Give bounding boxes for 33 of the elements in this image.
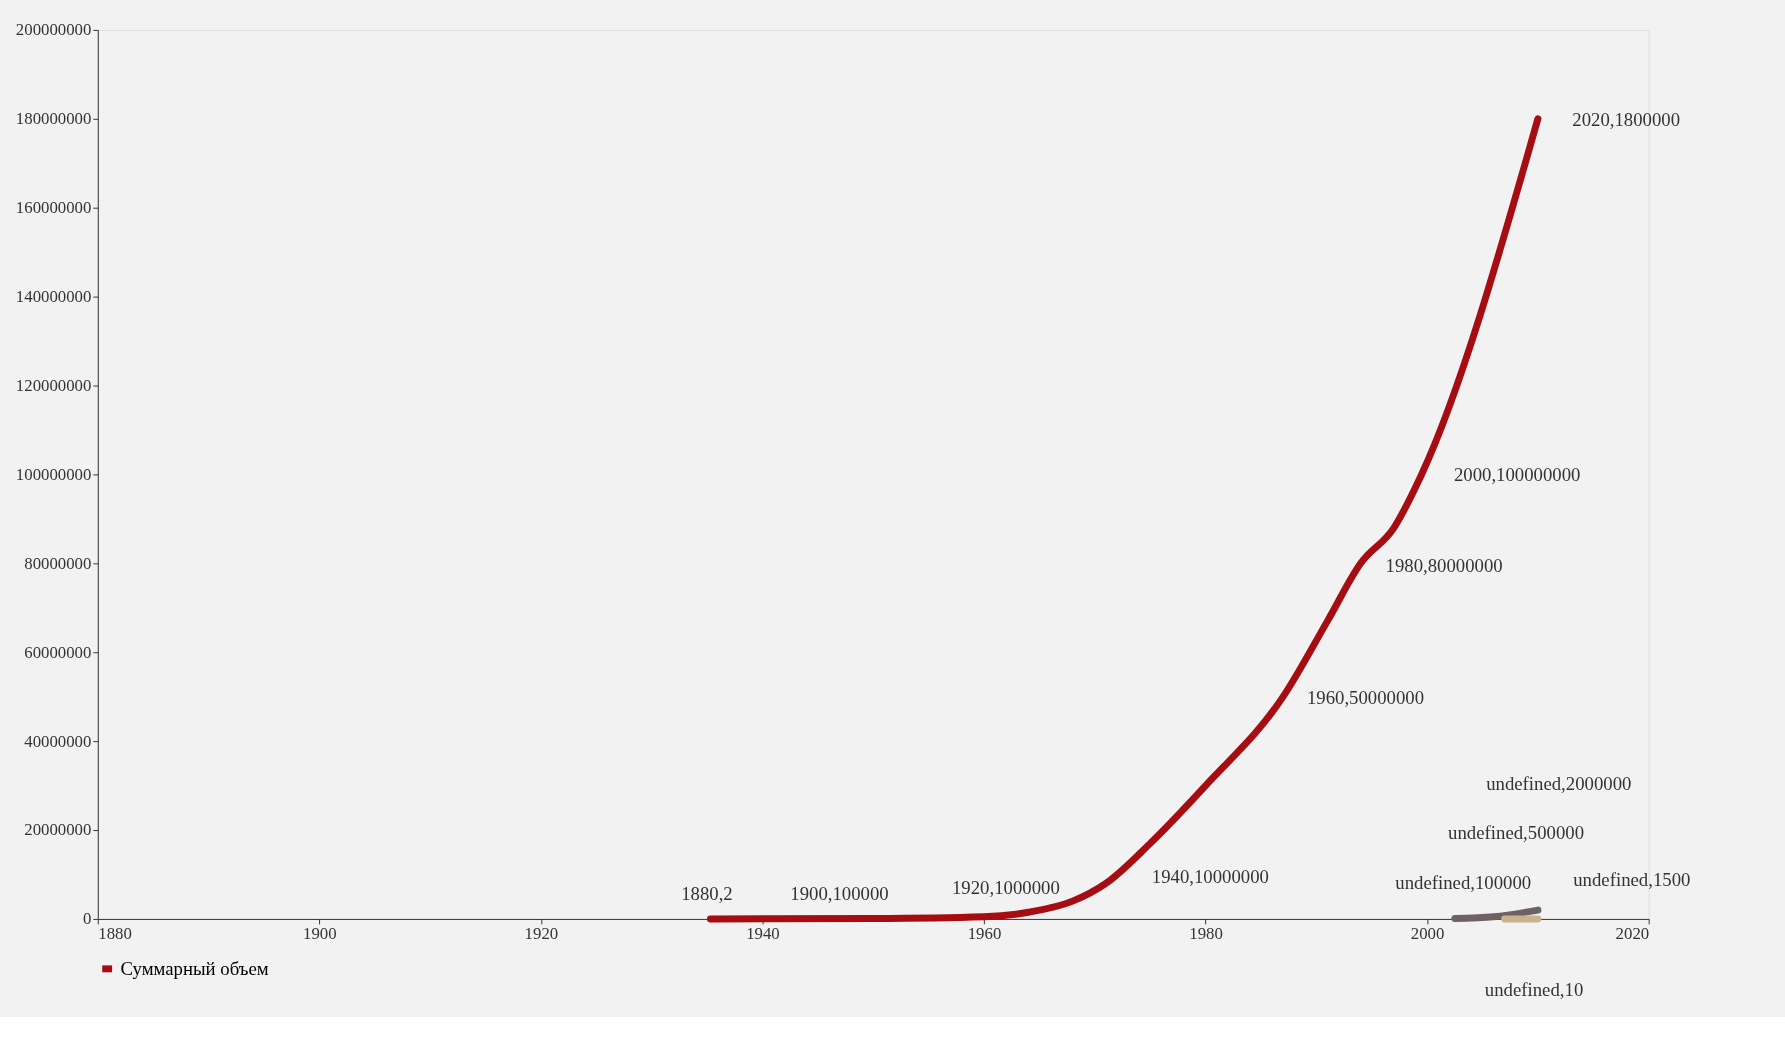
y-tick-label: 60000000 bbox=[24, 642, 92, 662]
annotation: 1940,10000000 bbox=[1151, 866, 1269, 888]
y-tick-label: 120000000 bbox=[15, 375, 92, 395]
annotation: 1900,100000 bbox=[790, 882, 889, 904]
annotation: 1960,50000000 bbox=[1306, 686, 1425, 708]
annotation: 2020,1800000 bbox=[1572, 109, 1681, 131]
x-tick-label: 1980 bbox=[1189, 924, 1223, 944]
y-tick-label: 0 bbox=[82, 909, 92, 929]
y-tick-label: 160000000 bbox=[15, 198, 92, 218]
annotation: undefined,1500 bbox=[1573, 869, 1691, 891]
y-tick-label: 140000000 bbox=[15, 287, 92, 307]
y-tick-label: 80000000 bbox=[24, 553, 92, 573]
x-tick-label: 1960 bbox=[967, 924, 1002, 944]
y-tick-label: 180000000 bbox=[15, 109, 92, 129]
y-tick-label: 40000000 bbox=[24, 731, 92, 751]
y-tick-label: 200000000 bbox=[15, 20, 92, 40]
text: undefined,10 bbox=[1484, 979, 1584, 1001]
x-tick-label: 1880 bbox=[98, 924, 132, 944]
annotation: undefined,500000 bbox=[1448, 822, 1585, 844]
x-tick-label: 2020 bbox=[1615, 924, 1650, 944]
x-tick-label: 1900 bbox=[303, 924, 337, 944]
annotation: 1880,2 bbox=[681, 882, 733, 904]
annotation: undefined,100000 bbox=[1395, 871, 1532, 893]
legend-label: Суммарный объем bbox=[120, 957, 269, 979]
annotation: 1980,80000000 bbox=[1385, 554, 1503, 576]
annotation: undefined,2000000 bbox=[1486, 772, 1632, 794]
annotation: 1920,1000000 bbox=[951, 877, 1060, 899]
annotation: 2000,100000000 bbox=[1453, 464, 1581, 486]
x-tick-label: 2000 bbox=[1410, 924, 1445, 944]
x-tick-label: 1940 bbox=[746, 924, 780, 944]
y-tick-label: 100000000 bbox=[15, 464, 92, 484]
y-tick-label: 20000000 bbox=[24, 820, 92, 840]
x-tick-label: 1920 bbox=[524, 924, 559, 944]
